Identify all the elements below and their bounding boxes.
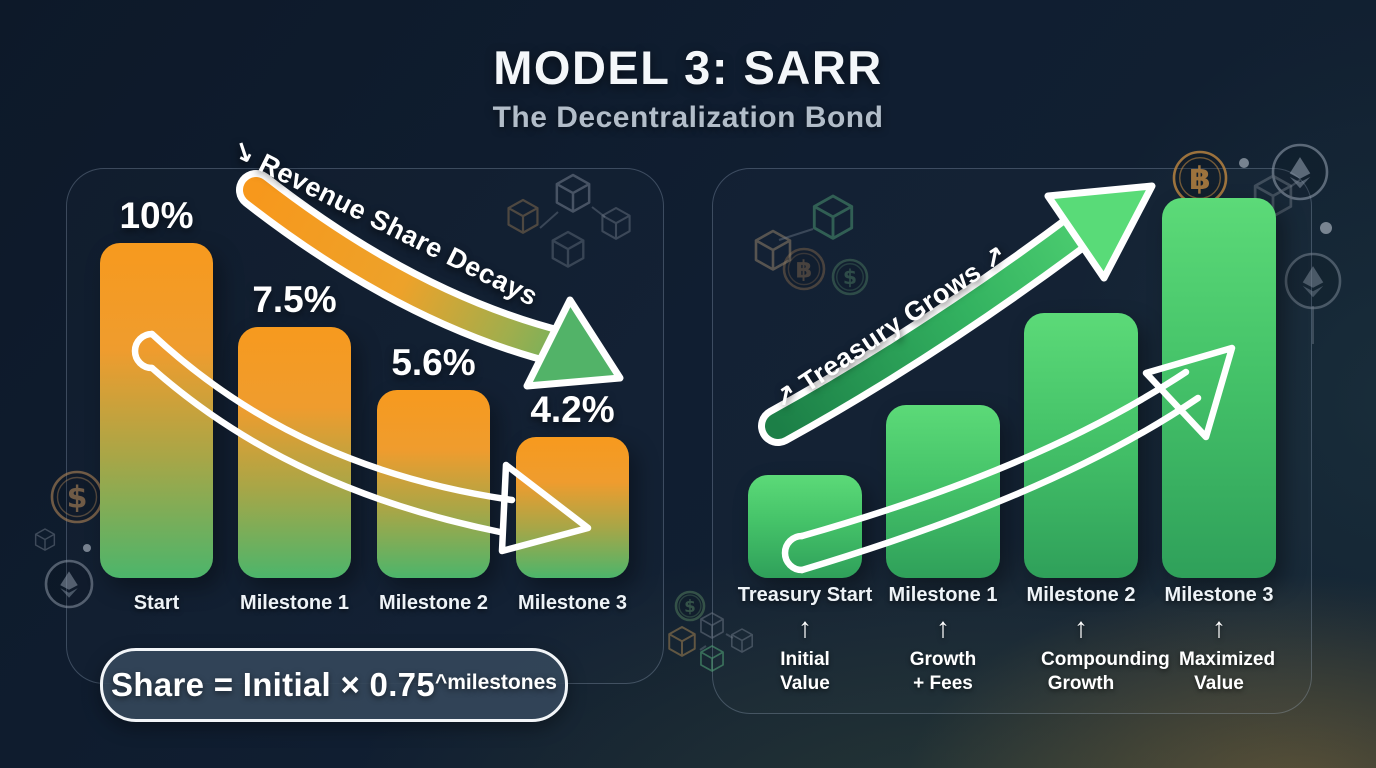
milestone-caption: Maximized Value [1179,649,1276,694]
up-arrow-glyph: ↑ [798,612,812,643]
header: MODEL 3: SARR The Decentralization Bond [0,40,1376,135]
formula-text: Share = Initial × 0.75 [111,666,435,703]
bar-value-label: 4.2% [530,389,615,430]
bar-value-label: 5.6% [391,342,476,383]
treasury-bar [748,475,862,578]
bar-category-label: Milestone 1 [888,584,998,606]
up-arrow-glyph: ↑ [936,612,950,643]
bar-category-label: Milestone 1 [240,592,349,614]
svg-text:$: $ [684,596,696,616]
bar-category-label: Milestone 3 [518,592,627,614]
cube-icon [668,626,696,657]
treasury-bar [886,405,1000,578]
milestone-caption: Compounding Growth [1041,649,1170,694]
bar-value-label: 7.5% [252,279,337,320]
connector-line [699,645,707,651]
treasury-bar [1162,198,1276,578]
up-arrow-glyph: ↑ [1212,612,1226,643]
bar-category-label: Milestone 2 [1026,584,1136,606]
bar-category-label: Milestone 2 [379,592,488,614]
bar-category-label: Milestone 3 [1164,584,1274,606]
bar-value-label: 10% [119,195,194,236]
dollar-coin-icon: $ [674,590,706,622]
revenue-share-bar [100,243,213,578]
decorative-dot [1320,222,1332,234]
formula-exponent: ^milestones [434,671,557,694]
cube-icon [34,528,56,551]
revenue-share-bar [377,390,490,578]
bar-category-label: Treasury Start [737,584,873,606]
treasury-bar [1024,313,1138,578]
milestone-caption: Growth + Fees [909,649,977,694]
up-arrow-glyph: ↑ [1074,612,1088,643]
treasury-panel [712,168,1312,714]
bar-category-label: Start [133,592,180,614]
page-subtitle: The Decentralization Bond [492,101,884,134]
decorative-dot [1239,158,1249,168]
milestone-caption: Initial Value [780,649,830,694]
revenue-share-bar [516,437,629,578]
revenue-share-bar [238,327,351,578]
formula-box: Share = Initial × 0.75 ^milestones [100,648,568,722]
page-title: MODEL 3: SARR [493,41,883,94]
